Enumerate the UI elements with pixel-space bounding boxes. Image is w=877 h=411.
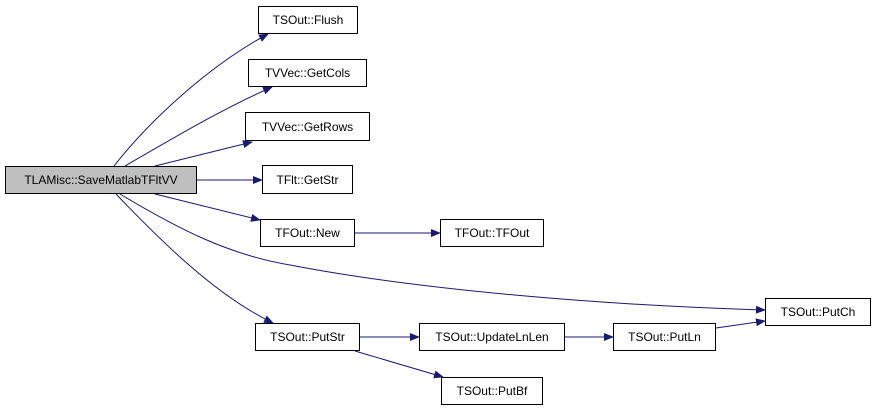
node-putbf[interactable]: TSOut::PutBf — [441, 377, 543, 405]
edge-root-putch — [119, 193, 766, 314]
node-putch[interactable]: TSOut::PutCh — [765, 298, 871, 326]
node-flush[interactable]: TSOut::Flush — [258, 6, 358, 34]
edge-putstr-putbf — [354, 350, 444, 379]
node-getrows[interactable]: TVVec::GetRows — [245, 112, 370, 141]
node-putstr[interactable]: TSOut::PutStr — [255, 323, 360, 351]
edge-putln-putch — [715, 318, 766, 329]
node-putln[interactable]: TSOut::PutLn — [613, 323, 716, 351]
node-getstr[interactable]: TFlt::GetStr — [262, 165, 353, 194]
node-root: TLAMisc::SaveMatlabTFltVV — [5, 166, 197, 194]
edge-root-flush — [113, 33, 269, 167]
edge-root-getrows — [154, 140, 253, 167]
edge-root-new — [154, 193, 261, 222]
node-getcols[interactable]: TVVec::GetCols — [248, 59, 367, 87]
node-updatelnlen[interactable]: TSOut::UpdateLnLen — [419, 323, 565, 351]
edge-root-getcols — [124, 86, 273, 167]
node-new[interactable]: TFOut::New — [260, 219, 355, 247]
edge-root-putstr — [115, 193, 274, 324]
node-tfout[interactable]: TFOut::TFOut — [440, 219, 544, 247]
